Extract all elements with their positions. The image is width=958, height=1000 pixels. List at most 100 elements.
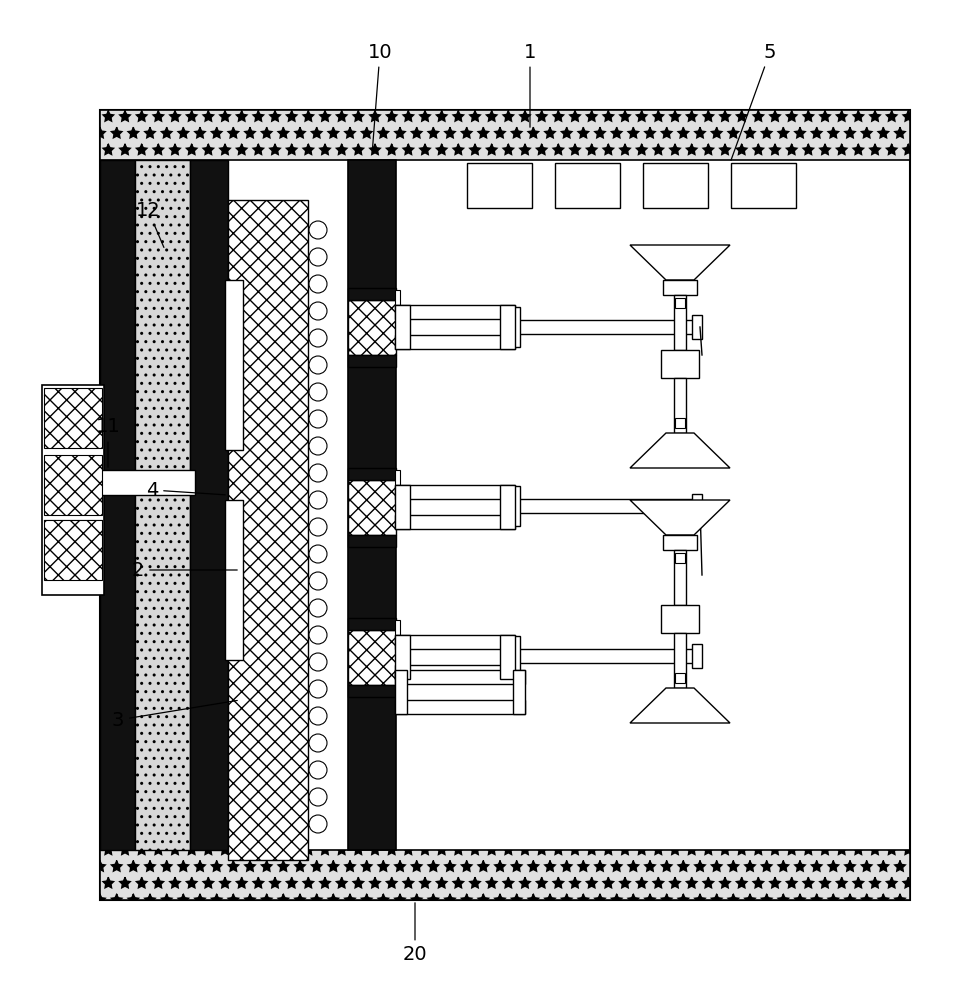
Bar bbox=[225, 500, 243, 660]
Circle shape bbox=[309, 221, 327, 239]
Text: 10: 10 bbox=[368, 42, 393, 152]
Bar bbox=[395, 515, 515, 529]
Text: 12: 12 bbox=[136, 200, 164, 247]
Text: 1: 1 bbox=[524, 42, 536, 127]
Circle shape bbox=[309, 572, 327, 590]
Bar bbox=[395, 485, 410, 529]
Bar bbox=[500, 305, 515, 349]
Bar bbox=[42, 385, 104, 595]
Polygon shape bbox=[630, 500, 730, 535]
Bar bbox=[555, 163, 620, 208]
Text: 5: 5 bbox=[731, 42, 776, 160]
Bar bbox=[661, 605, 699, 633]
Bar bbox=[348, 288, 396, 300]
Circle shape bbox=[309, 653, 327, 671]
Circle shape bbox=[309, 302, 327, 320]
Bar bbox=[100, 110, 910, 900]
Bar bbox=[661, 350, 699, 378]
Bar bbox=[395, 305, 410, 349]
Bar bbox=[467, 163, 532, 208]
Bar bbox=[348, 355, 396, 367]
Bar bbox=[395, 485, 515, 499]
Bar bbox=[395, 635, 410, 679]
Bar bbox=[225, 280, 243, 450]
Bar bbox=[395, 335, 515, 349]
Bar bbox=[515, 320, 695, 334]
Circle shape bbox=[309, 437, 327, 455]
Bar bbox=[100, 470, 195, 495]
Bar bbox=[692, 494, 702, 518]
Bar bbox=[692, 644, 702, 668]
Bar bbox=[692, 315, 702, 339]
Circle shape bbox=[309, 545, 327, 563]
Bar bbox=[643, 163, 708, 208]
Bar bbox=[510, 307, 520, 347]
Bar bbox=[348, 535, 396, 547]
Bar bbox=[44, 455, 102, 515]
Bar bbox=[675, 298, 685, 308]
Circle shape bbox=[309, 734, 327, 752]
Bar bbox=[348, 630, 396, 685]
Bar bbox=[675, 418, 685, 428]
Bar bbox=[513, 670, 525, 714]
Bar bbox=[348, 468, 396, 480]
Circle shape bbox=[309, 410, 327, 428]
Bar bbox=[348, 685, 396, 697]
Circle shape bbox=[309, 707, 327, 725]
Bar bbox=[348, 480, 396, 535]
Bar bbox=[395, 620, 400, 635]
Polygon shape bbox=[630, 433, 730, 468]
Bar bbox=[100, 850, 910, 900]
Bar bbox=[515, 649, 695, 663]
Circle shape bbox=[309, 815, 327, 833]
Bar bbox=[44, 388, 102, 448]
Bar bbox=[190, 160, 228, 850]
Circle shape bbox=[309, 464, 327, 482]
Text: 3: 3 bbox=[112, 700, 238, 730]
Bar bbox=[663, 280, 697, 295]
Bar bbox=[510, 636, 520, 676]
Bar bbox=[663, 535, 697, 550]
Circle shape bbox=[309, 626, 327, 644]
Circle shape bbox=[309, 599, 327, 617]
Bar bbox=[348, 300, 396, 355]
Circle shape bbox=[309, 518, 327, 536]
Text: 2: 2 bbox=[132, 560, 238, 580]
Bar bbox=[510, 486, 520, 526]
Text: 20: 20 bbox=[402, 903, 427, 964]
Polygon shape bbox=[630, 245, 730, 280]
Circle shape bbox=[309, 356, 327, 374]
Circle shape bbox=[309, 248, 327, 266]
Text: 4: 4 bbox=[146, 481, 225, 499]
Circle shape bbox=[309, 491, 327, 509]
Bar bbox=[395, 670, 525, 684]
Polygon shape bbox=[630, 688, 730, 723]
Bar bbox=[100, 160, 135, 850]
Bar bbox=[731, 163, 796, 208]
Bar bbox=[395, 635, 515, 649]
Bar bbox=[395, 470, 400, 485]
Circle shape bbox=[309, 275, 327, 293]
Bar bbox=[135, 160, 190, 850]
Bar bbox=[674, 378, 686, 433]
Bar bbox=[395, 665, 515, 679]
Bar bbox=[395, 290, 400, 305]
Text: 11: 11 bbox=[96, 418, 121, 467]
Bar bbox=[500, 635, 515, 679]
Bar bbox=[675, 673, 685, 683]
Bar bbox=[674, 295, 686, 350]
Bar bbox=[100, 110, 910, 160]
Bar bbox=[348, 160, 396, 850]
Bar bbox=[395, 700, 525, 714]
Circle shape bbox=[309, 761, 327, 779]
Bar bbox=[500, 485, 515, 529]
Bar bbox=[515, 499, 695, 513]
Bar bbox=[675, 553, 685, 563]
Circle shape bbox=[309, 329, 327, 347]
Bar bbox=[44, 520, 102, 580]
Bar bbox=[348, 618, 396, 630]
Bar bbox=[674, 633, 686, 688]
Bar bbox=[395, 305, 515, 319]
Bar bbox=[395, 670, 407, 714]
Circle shape bbox=[309, 680, 327, 698]
